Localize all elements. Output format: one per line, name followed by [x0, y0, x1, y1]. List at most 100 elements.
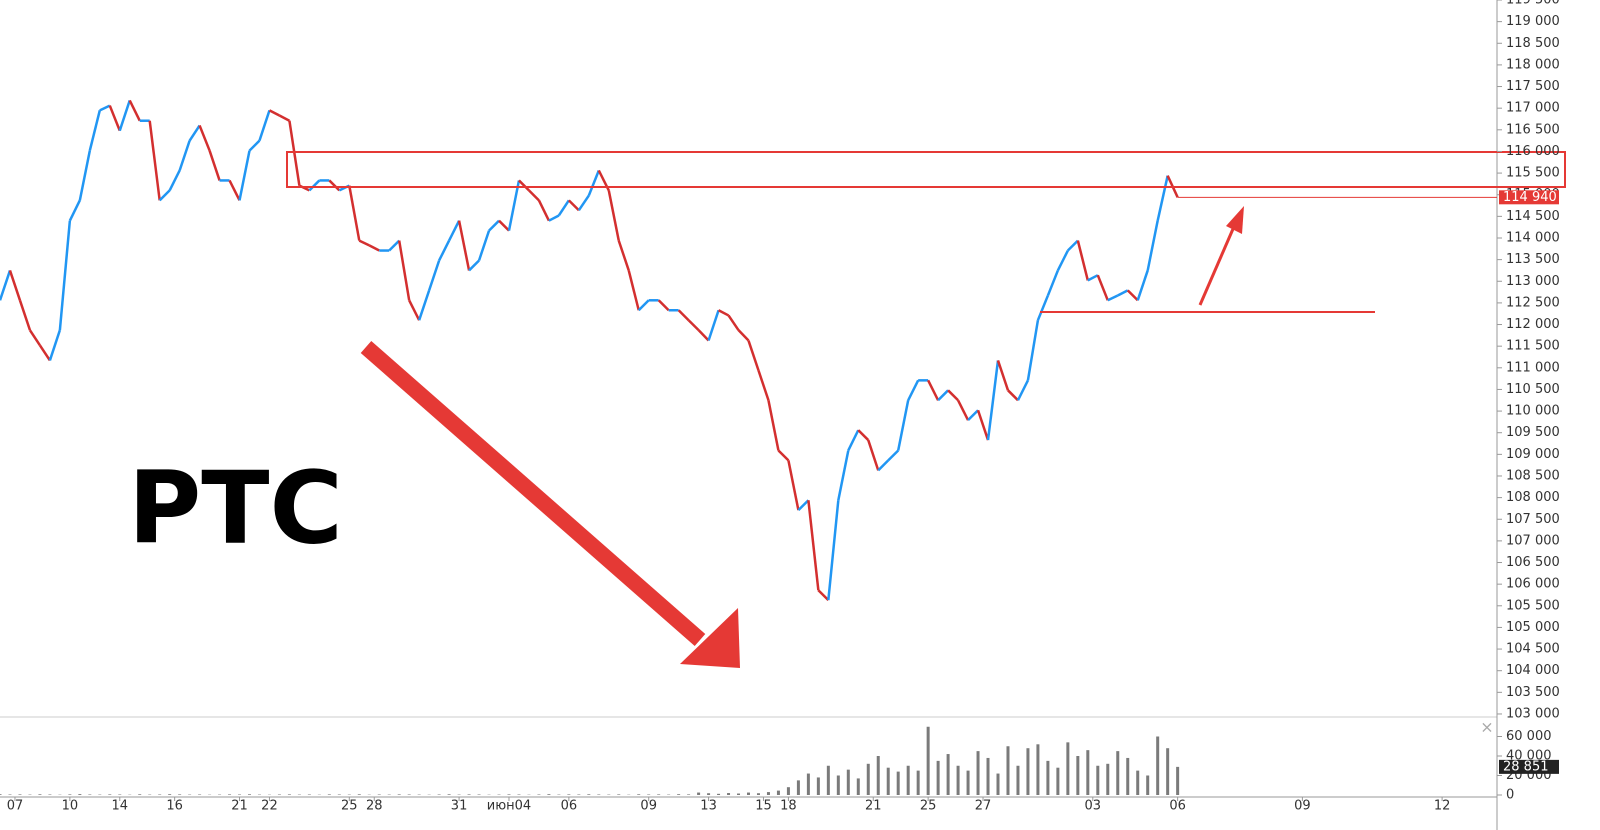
- price-step: [857, 429, 870, 441]
- price-step: [18, 299, 32, 331]
- price-step: [927, 379, 940, 401]
- volume-bar: [786, 787, 790, 795]
- last-price-label: 114 940: [1503, 190, 1557, 205]
- volume-tick-label: 0: [1506, 788, 1514, 803]
- y-tick-label: 113 000: [1506, 274, 1560, 289]
- volume-bar: [836, 775, 840, 795]
- x-tick-label: 06: [1169, 799, 1186, 814]
- y-tick-label: 119 500: [1506, 0, 1560, 8]
- x-tick-label: 18: [780, 799, 797, 814]
- x-tick-label: 13: [700, 799, 717, 814]
- volume-bar: [1056, 767, 1060, 795]
- price-step: [847, 429, 860, 452]
- volume-bar: [916, 770, 920, 795]
- volume-bar: [816, 777, 820, 795]
- price-step: [258, 109, 271, 142]
- x-tick-label: 09: [640, 799, 657, 814]
- price-step: [677, 309, 690, 322]
- price-step: [627, 270, 640, 311]
- price-step: [178, 140, 191, 171]
- volume-bar: [756, 793, 760, 795]
- y-tick-label: 103 500: [1506, 685, 1560, 700]
- volume-bar: [1166, 748, 1170, 795]
- volume-bar: [956, 765, 960, 795]
- volume-tick-label: 60 000: [1506, 729, 1552, 744]
- price-step: [228, 179, 241, 201]
- x-tick-label: 16: [166, 799, 183, 814]
- last-price-box: [1499, 190, 1559, 205]
- price-step: [557, 199, 570, 217]
- volume-bar: [697, 792, 701, 795]
- price-step: [877, 459, 890, 472]
- price-step: [208, 150, 221, 181]
- volume-bar: [327, 794, 331, 795]
- price-step: [1056, 249, 1069, 272]
- volume-bar: [1076, 756, 1080, 795]
- price-step: [528, 189, 540, 202]
- resistance-zone: [286, 151, 1566, 188]
- y-tick-label: 108 500: [1506, 468, 1560, 483]
- volume-bar: [657, 794, 661, 795]
- price-step: [408, 299, 421, 321]
- price-step: [99, 104, 111, 112]
- y-tick-label: 117 500: [1506, 79, 1560, 94]
- price-step: [397, 240, 411, 301]
- volume-bar: [637, 794, 641, 795]
- price-step: [78, 150, 92, 201]
- volume-bar: [976, 751, 980, 795]
- price-step: [587, 170, 600, 197]
- price-step: [1046, 269, 1060, 297]
- price-step: [507, 180, 521, 231]
- price-step: [198, 125, 211, 152]
- x-tick-label: 06: [561, 799, 578, 814]
- price-step: [797, 499, 810, 512]
- price-step: [887, 449, 900, 462]
- y-tick-label: 106 500: [1506, 555, 1560, 570]
- volume-bar: [906, 765, 910, 795]
- volume-bar: [707, 793, 711, 795]
- volume-bar: [168, 794, 172, 795]
- price-step: [168, 169, 181, 191]
- volume-bar: [766, 792, 770, 795]
- volume-bar: [1126, 757, 1130, 795]
- price-step: [417, 289, 431, 321]
- volume-bar: [617, 794, 621, 795]
- volume-bar: [936, 760, 940, 795]
- price-step: [996, 360, 1010, 391]
- x-tick-label: 27: [975, 799, 992, 814]
- volume-bar: [138, 794, 142, 795]
- price-step: [358, 239, 370, 247]
- close-pane-icon[interactable]: ×: [1480, 718, 1493, 737]
- price-step: [248, 139, 261, 152]
- volume-bar: [1116, 751, 1120, 795]
- y-tick-label: 105 000: [1506, 620, 1560, 635]
- x-tick-label: 21: [231, 799, 248, 814]
- price-step: [388, 239, 401, 252]
- price-step: [0, 270, 12, 301]
- price-step: [787, 460, 800, 511]
- price-step: [777, 449, 790, 462]
- price-step: [268, 109, 281, 117]
- y-tick-label: 119 000: [1506, 14, 1560, 29]
- down-arrow: [360, 340, 706, 647]
- up-arrow: [1198, 221, 1238, 306]
- volume-bar: [0, 794, 2, 795]
- price-step: [896, 400, 910, 451]
- volume-bar: [547, 794, 551, 795]
- x-tick-label: 21: [865, 799, 882, 814]
- x-tick-label: 31: [451, 799, 468, 814]
- plot: [0, 99, 1180, 795]
- y-tick-label: 108 000: [1506, 490, 1560, 505]
- x-tick-label: июн04: [487, 799, 531, 814]
- price-step: [278, 114, 290, 122]
- y-tick-label: 118 500: [1506, 36, 1560, 51]
- price-step: [88, 110, 102, 151]
- volume-bar: [178, 794, 182, 795]
- price-step: [657, 299, 670, 312]
- price-step: [68, 199, 81, 222]
- price-step: [1026, 320, 1040, 381]
- volume-bar: [926, 726, 930, 795]
- price-step: [577, 194, 590, 211]
- price-step: [457, 220, 471, 271]
